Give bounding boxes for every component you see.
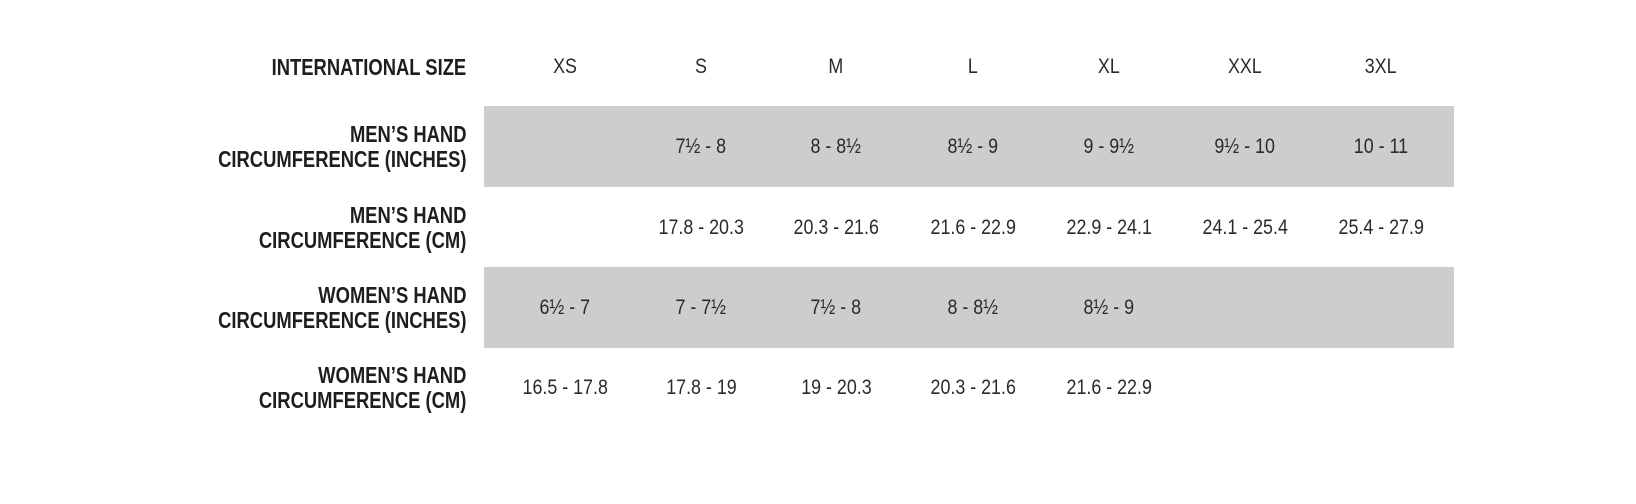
- table-cell: 24.1 - 25.4: [1177, 188, 1313, 268]
- table-cell: 20.3 - 21.6: [768, 188, 904, 268]
- row-label: MEN’S HAND CIRCUMFERENCE (INCHES): [218, 107, 466, 187]
- row-label: WOMEN’S HAND CIRCUMFERENCE (CM): [259, 348, 467, 428]
- table-cell: 8 - 8½: [905, 268, 1041, 348]
- row-label-line: CIRCUMFERENCE (CM): [258, 387, 467, 413]
- cell-value: XXL: [1228, 55, 1262, 78]
- row-label-line: MEN’S HAND: [349, 202, 466, 228]
- table-cell: 3XL: [1313, 27, 1449, 107]
- table-cell: [1313, 348, 1449, 428]
- cell-value: 8 - 8½: [810, 135, 862, 158]
- table-cell: 16.5 - 17.8: [497, 348, 633, 428]
- cell-value: 16.5 - 17.8: [522, 376, 608, 399]
- cell-value: 17.8 - 20.3: [658, 216, 744, 239]
- header-label: INTERNATIONAL SIZE: [271, 27, 466, 107]
- cell-value: 7 - 7½: [675, 296, 727, 319]
- table-cell: L: [905, 27, 1041, 107]
- table-cell: [1313, 268, 1449, 348]
- table-cell: [1177, 268, 1313, 348]
- cell-value: 9 - 9½: [1083, 135, 1135, 158]
- header-row: INTERNATIONAL SIZE XS S M L XL XXL 3XL: [0, 27, 1636, 107]
- table-cell: 9½ - 10: [1177, 107, 1313, 187]
- table-cell: 17.8 - 20.3: [633, 188, 769, 268]
- row-label-line: WOMEN’S HAND: [317, 362, 466, 388]
- table-cell: 25.4 - 27.9: [1313, 188, 1449, 268]
- cell-value: 3XL: [1365, 55, 1397, 78]
- cell-value: 17.8 - 19: [665, 376, 737, 399]
- cell-value: 7½ - 8: [675, 135, 727, 158]
- table-cell: 17.8 - 19: [633, 348, 769, 428]
- table-cell: XL: [1041, 27, 1177, 107]
- table-cell: 20.3 - 21.6: [905, 348, 1041, 428]
- cell-value: 7½ - 8: [810, 296, 862, 319]
- table-cell: 8½ - 9: [905, 107, 1041, 187]
- row-label-line: CIRCUMFERENCE (INCHES): [217, 146, 466, 172]
- table-cell: 7½ - 8: [768, 268, 904, 348]
- table-row: WOMEN’S HAND CIRCUMFERENCE (INCHES) 6½ - 7…: [0, 268, 1636, 348]
- table-cell: 8½ - 9: [1041, 268, 1177, 348]
- cell-value: 25.4 - 27.9: [1338, 216, 1424, 239]
- table-cell: 9 - 9½: [1041, 107, 1177, 187]
- shaded-band-men-inches: [484, 106, 1454, 187]
- cell-value: 20.3 - 21.6: [930, 376, 1016, 399]
- cell-value: M: [828, 55, 844, 78]
- row-label: WOMEN’S HAND CIRCUMFERENCE (INCHES): [218, 268, 466, 348]
- cell-value: 20.3 - 21.6: [793, 216, 879, 239]
- table-cell: 10 - 11: [1313, 107, 1449, 187]
- cell-value: 22.9 - 24.1: [1066, 216, 1152, 239]
- table-cell: XXL: [1177, 27, 1313, 107]
- table-cell: [497, 188, 633, 268]
- table-cell: 22.9 - 24.1: [1041, 188, 1177, 268]
- row-label-line: CIRCUMFERENCE (INCHES): [217, 307, 466, 333]
- cell-value: 9½ - 10: [1214, 135, 1276, 158]
- row-label-line: MEN’S HAND: [349, 121, 466, 147]
- cell-value: XL: [1098, 55, 1120, 78]
- cell-value: XS: [553, 55, 577, 78]
- table-row: MEN’S HAND CIRCUMFERENCE (INCHES) 7½ - 8 8 …: [0, 107, 1636, 187]
- cell-value: 6½ - 7: [539, 296, 591, 319]
- header-label-text: INTERNATIONAL SIZE: [271, 53, 466, 80]
- table-row: MEN’S HAND CIRCUMFERENCE (CM) 17.8 - 20.3 2…: [0, 188, 1636, 268]
- table-cell: M: [768, 27, 904, 107]
- cell-value: 21.6 - 22.9: [1066, 376, 1152, 399]
- row-label-line: CIRCUMFERENCE (CM): [258, 227, 467, 253]
- cell-value: S: [695, 55, 707, 78]
- cell-value: 8 - 8½: [947, 296, 999, 319]
- table-cell: 21.6 - 22.9: [905, 188, 1041, 268]
- table-cell: S: [633, 27, 769, 107]
- table-row: WOMEN’S HAND CIRCUMFERENCE (CM) 16.5 - 17.…: [0, 348, 1636, 428]
- table-cell: [497, 107, 633, 187]
- row-label-line: WOMEN’S HAND: [317, 282, 466, 308]
- table-cell: 21.6 - 22.9: [1041, 348, 1177, 428]
- table-cell: [1177, 348, 1313, 428]
- table-cell: 7½ - 8: [633, 107, 769, 187]
- cell-value: L: [968, 55, 978, 78]
- cell-value: 21.6 - 22.9: [930, 216, 1016, 239]
- table-cell: 19 - 20.3: [768, 348, 904, 428]
- cell-value: 8½ - 9: [947, 135, 999, 158]
- cell-value: 10 - 11: [1353, 135, 1409, 158]
- table-cell: 8 - 8½: [768, 107, 904, 187]
- table-cell: 7 - 7½: [633, 268, 769, 348]
- shaded-band-women-inches: [484, 267, 1454, 348]
- cell-value: 8½ - 9: [1083, 296, 1135, 319]
- table-cell: 6½ - 7: [497, 268, 633, 348]
- cell-value: 24.1 - 25.4: [1202, 216, 1288, 239]
- row-label: MEN’S HAND CIRCUMFERENCE (CM): [259, 188, 467, 268]
- cell-value: 19 - 20.3: [800, 376, 872, 399]
- table-cell: XS: [497, 27, 633, 107]
